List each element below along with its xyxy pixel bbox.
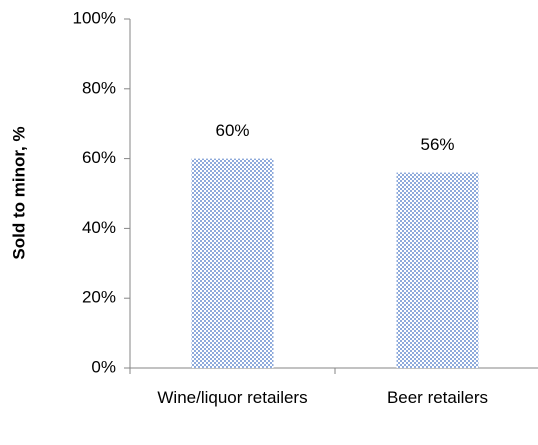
data-label: 56% bbox=[420, 135, 454, 154]
x-tick-label: Wine/liquor retailers bbox=[157, 388, 308, 407]
y-tick-label: 100% bbox=[73, 8, 116, 27]
y-tick-label: 0% bbox=[91, 357, 116, 376]
data-label: 60% bbox=[215, 121, 249, 140]
y-tick-label: 80% bbox=[82, 78, 116, 97]
y-tick-label: 20% bbox=[82, 288, 116, 307]
y-axis-title: Sold to minor, % bbox=[9, 126, 28, 259]
y-tick-label: 60% bbox=[82, 148, 116, 167]
bar bbox=[396, 172, 479, 368]
y-tick-label: 40% bbox=[82, 218, 116, 237]
x-tick-label: Beer retailers bbox=[386, 388, 489, 407]
bar bbox=[191, 158, 274, 368]
